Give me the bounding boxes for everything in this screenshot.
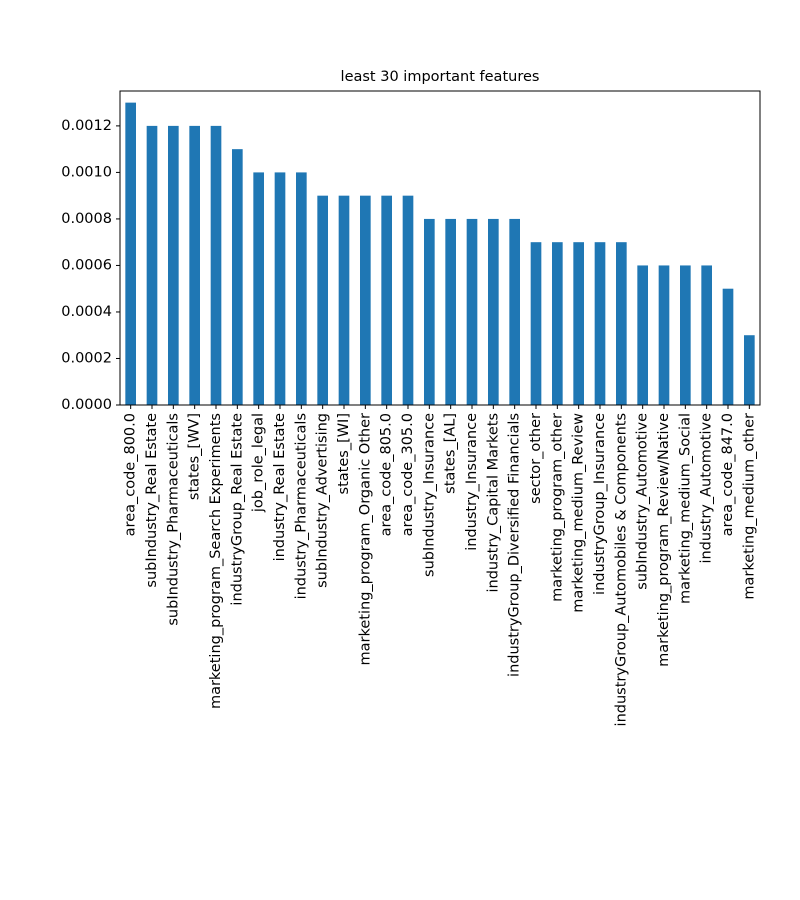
bar-14 <box>424 218 435 405</box>
bar-9 <box>317 195 328 405</box>
y-tick-label-1: 0.0002 <box>61 350 112 366</box>
x-tick-label-20: marketing_program_other <box>549 413 565 602</box>
x-tick-label-24: subIndustry_Automotive <box>635 413 651 590</box>
x-tick-label-21: marketing_medium_Review <box>571 413 587 613</box>
x-tick-label-27: industry_Automotive <box>699 413 715 564</box>
x-tick-label-3: states_[WV] <box>187 413 203 500</box>
x-tick-label-7: industry_Real Estate <box>272 413 288 561</box>
x-tick-label-28: area_code_847.0 <box>720 413 736 536</box>
x-tick-label-25: marketing_program_Review/Native <box>656 413 672 667</box>
bar-1 <box>146 125 158 405</box>
bar-12 <box>381 195 392 405</box>
y-axis: 0.0000 0.0002 0.0004 0.0006 0.0008 0.0010 0.00… <box>61 118 120 413</box>
bar-8 <box>296 172 307 405</box>
bar-24 <box>637 265 648 405</box>
y-tick-label-3: 0.0006 <box>61 257 112 273</box>
y-tick-label-5: 0.0010 <box>61 164 112 180</box>
y-tick-label-2: 0.0004 <box>61 304 112 320</box>
bar-28 <box>722 288 734 405</box>
x-tick-label-26: marketing_medium_Social <box>677 413 693 604</box>
x-tick-label-0: area_code_800.0 <box>123 413 139 536</box>
bar-6 <box>253 172 264 405</box>
bar-13 <box>402 195 414 405</box>
bar-17 <box>488 218 499 405</box>
bar-18 <box>509 218 520 405</box>
x-tick-label-8: industry_Pharmaceuticals <box>293 413 309 599</box>
x-tick-label-17: industry_Capital Markets <box>485 413 501 593</box>
x-tick-label-10: states_[WI] <box>336 413 352 494</box>
bars-group <box>125 102 755 405</box>
x-tick-label-14: subIndustry_Insurance <box>421 413 437 577</box>
x-tick-label-29: marketing_medium_other <box>741 413 757 600</box>
x-tick-label-4: marketing_program_Search Experiments <box>208 413 224 709</box>
x-tick-label-18: industryGroup_Diversified Financials <box>507 413 523 677</box>
x-tick-label-15: states_[AL] <box>443 413 459 494</box>
bar-25 <box>658 265 670 405</box>
x-tick-label-5: industryGroup_Real Estate <box>229 413 245 606</box>
x-tick-label-11: marketing_program_Organic Other <box>357 413 373 665</box>
x-tick-label-16: industry_Insurance <box>464 413 480 551</box>
bar-10 <box>338 195 350 405</box>
bar-5 <box>232 149 243 405</box>
x-tick-label-9: subIndustry_Advertising <box>315 413 331 588</box>
bar-20 <box>552 242 563 405</box>
bar-15 <box>445 218 456 405</box>
chart-title: least 30 important features <box>341 69 540 85</box>
bar-29 <box>744 335 755 405</box>
bar-7 <box>274 172 286 405</box>
bar-19 <box>530 242 542 405</box>
x-tick-label-12: area_code_805.0 <box>379 413 395 536</box>
x-tick-label-2: subIndustry_Pharmaceuticals <box>165 413 181 626</box>
bar-27 <box>701 265 712 405</box>
y-tick-label-0: 0.0000 <box>61 397 112 413</box>
y-tick-label-4: 0.0008 <box>61 211 112 227</box>
bar-0 <box>125 102 136 405</box>
x-tick-label-1: subIndustry_Real Estate <box>144 413 160 588</box>
bar-21 <box>573 242 584 405</box>
x-tick-label-22: industryGroup_Insurance <box>592 413 608 595</box>
x-tick-label-6: job_role_legal <box>251 413 267 513</box>
x-tick-label-13: area_code_305.0 <box>400 413 416 536</box>
x-tick-label-19: sector_other <box>528 413 544 504</box>
bar-26 <box>680 265 691 405</box>
y-tick-label-6: 0.0012 <box>61 118 112 134</box>
bar-22 <box>594 242 606 405</box>
bar-23 <box>616 242 627 405</box>
plot-frame <box>119 90 761 406</box>
x-tick-label-23: industryGroup_Automobiles & Components <box>613 413 629 726</box>
bar-16 <box>466 218 478 405</box>
bar-2 <box>168 125 179 405</box>
bar-3 <box>189 125 200 405</box>
bar-4 <box>210 125 222 405</box>
x-axis: area_code_800.0 subIndustry_Real Estate su… <box>123 405 757 726</box>
bar-11 <box>360 195 371 405</box>
